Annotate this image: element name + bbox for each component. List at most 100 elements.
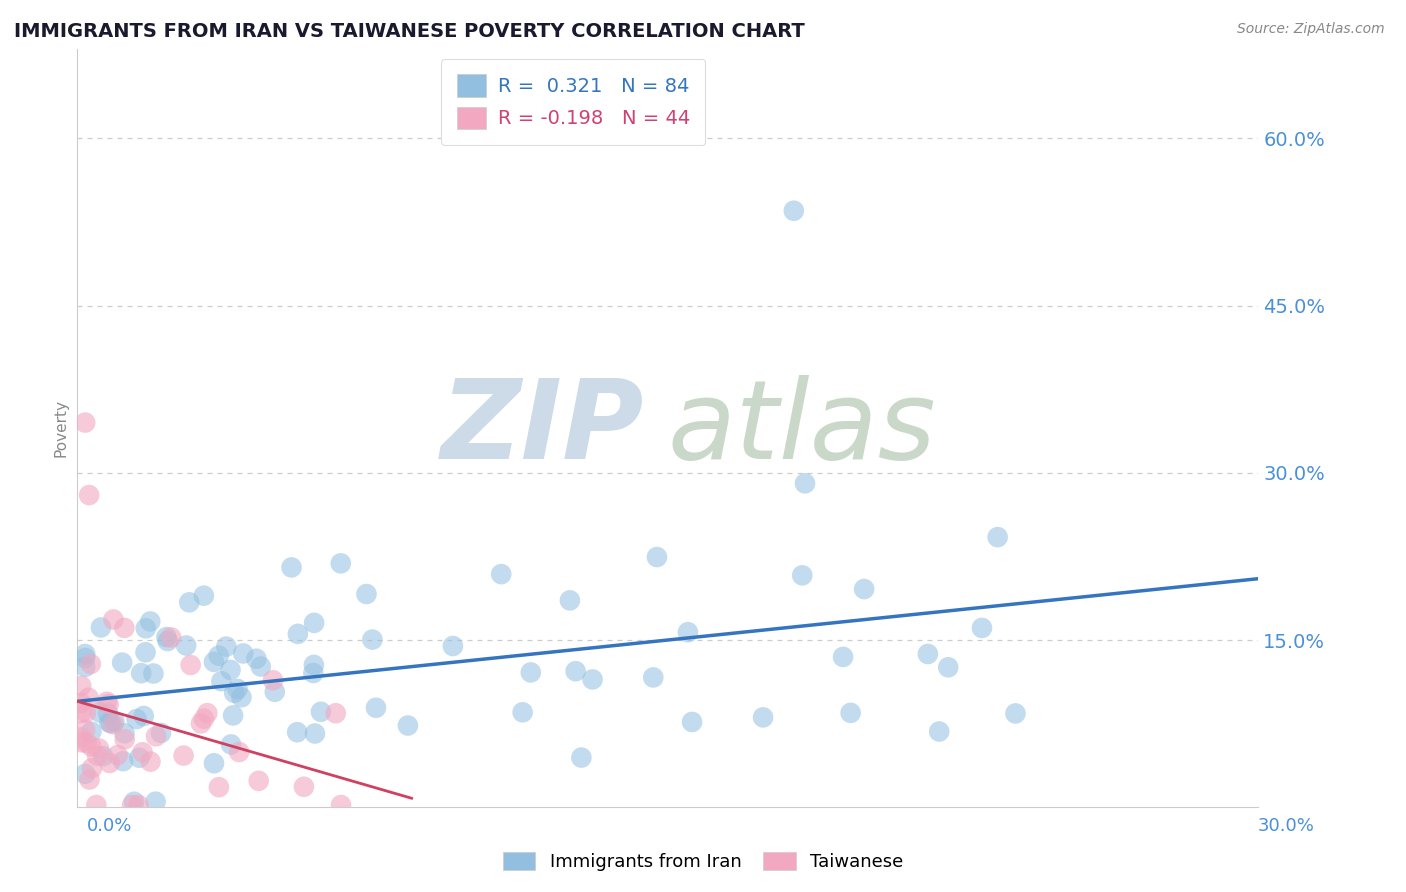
Point	[145, 729, 167, 743]
Point	[304, 726, 326, 740]
Point	[215, 640, 238, 654]
Point	[1004, 706, 1026, 721]
Point	[112, 621, 135, 635]
Point	[103, 613, 125, 627]
Point	[581, 673, 603, 687]
Point	[364, 700, 387, 714]
Point	[917, 647, 939, 661]
Point	[752, 710, 775, 724]
Point	[643, 670, 665, 684]
Point	[202, 756, 225, 771]
Point	[77, 488, 100, 502]
Point	[75, 416, 97, 430]
Point	[70, 735, 93, 749]
Point	[80, 739, 103, 754]
Point	[247, 773, 270, 788]
Point	[839, 706, 862, 720]
Point	[226, 681, 249, 696]
Point	[139, 755, 162, 769]
Text: IMMIGRANTS FROM IRAN VS TAIWANESE POVERTY CORRELATION CHART: IMMIGRANTS FROM IRAN VS TAIWANESE POVERT…	[14, 22, 804, 41]
Point	[558, 593, 581, 607]
Point	[150, 726, 173, 740]
Point	[228, 745, 250, 759]
Point	[98, 756, 121, 770]
Point	[970, 621, 993, 635]
Point	[174, 639, 197, 653]
Point	[569, 750, 592, 764]
Point	[356, 587, 378, 601]
Point	[155, 630, 177, 644]
Point	[70, 706, 93, 720]
Point	[139, 615, 162, 629]
Point	[262, 673, 284, 688]
Point	[361, 632, 384, 647]
Point	[145, 795, 167, 809]
Point	[107, 748, 129, 763]
Point	[232, 647, 254, 661]
Point	[208, 648, 231, 663]
Point	[90, 620, 112, 634]
Point	[285, 725, 308, 739]
Point	[287, 627, 309, 641]
Point	[70, 679, 93, 693]
Text: ZIP: ZIP	[440, 375, 644, 482]
Point	[128, 798, 150, 813]
Point	[97, 697, 120, 711]
Point	[302, 657, 325, 672]
Point	[792, 568, 814, 582]
Point	[245, 651, 267, 665]
Point	[302, 666, 325, 681]
Point	[520, 665, 543, 680]
Point	[209, 674, 232, 689]
Point	[91, 749, 114, 764]
Point	[125, 712, 148, 726]
Point	[329, 557, 352, 571]
Point	[156, 634, 179, 648]
Point	[231, 690, 253, 705]
Point	[396, 718, 419, 732]
Point	[114, 732, 136, 747]
Point	[75, 706, 97, 720]
Point	[681, 714, 703, 729]
Legend: Immigrants from Iran, Taiwanese: Immigrants from Iran, Taiwanese	[495, 845, 911, 879]
Point	[97, 706, 120, 721]
Point	[202, 655, 225, 669]
Point	[75, 767, 97, 781]
Point	[135, 645, 157, 659]
Point	[190, 716, 212, 731]
Point	[783, 203, 806, 218]
Point	[794, 476, 817, 491]
Point	[80, 724, 103, 739]
Point	[832, 649, 855, 664]
Point	[111, 656, 134, 670]
Point	[309, 705, 332, 719]
Point	[80, 761, 103, 775]
Point	[441, 639, 464, 653]
Point	[222, 708, 245, 723]
Point	[928, 724, 950, 739]
Point	[195, 706, 218, 720]
Point	[76, 736, 98, 750]
Point	[219, 663, 242, 677]
Point	[100, 716, 122, 731]
Point	[489, 567, 512, 582]
Point	[132, 709, 155, 723]
Point	[86, 748, 108, 763]
Point	[122, 795, 145, 809]
Point	[173, 748, 195, 763]
Point	[75, 651, 97, 665]
Point	[75, 723, 97, 737]
Point	[179, 595, 201, 609]
Point	[676, 625, 699, 640]
Text: atlas: atlas	[668, 375, 936, 482]
Point	[987, 530, 1010, 544]
Point	[219, 738, 242, 752]
Point	[96, 695, 118, 709]
Point	[193, 712, 215, 726]
Point	[98, 715, 121, 730]
Point	[75, 660, 97, 674]
Point	[263, 685, 285, 699]
Text: 30.0%: 30.0%	[1258, 817, 1315, 835]
Point	[193, 589, 215, 603]
Point	[121, 798, 143, 813]
